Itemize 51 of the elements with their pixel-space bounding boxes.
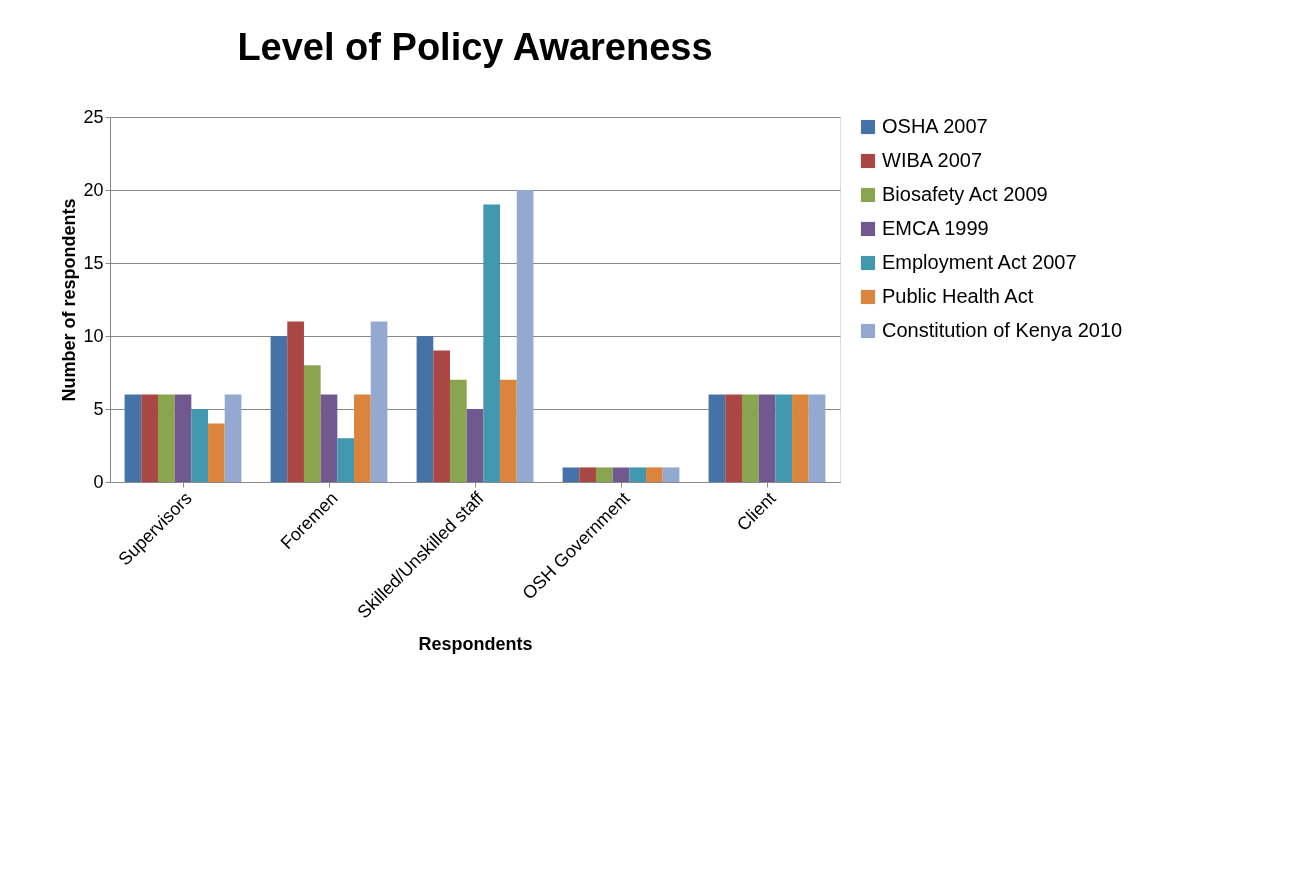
bar xyxy=(483,204,501,482)
bar xyxy=(433,350,450,482)
bar xyxy=(595,467,613,482)
y-tick-label: 15 xyxy=(83,252,104,273)
bar xyxy=(629,467,647,482)
bar xyxy=(500,379,517,482)
bar xyxy=(792,394,809,482)
bar xyxy=(808,394,826,482)
bar xyxy=(337,438,355,482)
bar xyxy=(124,394,142,482)
legend-label: Biosafety Act 2009 xyxy=(882,183,1048,205)
bar xyxy=(579,467,596,482)
y-tick-label: 0 xyxy=(93,471,104,492)
bar xyxy=(174,394,192,482)
bar xyxy=(354,394,371,482)
bar xyxy=(320,394,338,482)
x-axis-title: Respondents xyxy=(418,634,533,655)
bar xyxy=(449,379,467,482)
y-tick-label: 10 xyxy=(83,325,104,346)
bar xyxy=(646,467,663,482)
bar xyxy=(224,394,242,482)
legend-label: Public Health Act xyxy=(882,285,1034,307)
bar xyxy=(758,394,776,482)
bar xyxy=(287,321,304,482)
bar xyxy=(370,321,388,482)
legend-label: WIBA 2007 xyxy=(882,149,983,171)
bar xyxy=(466,409,484,482)
y-axis-title: Number of respondents xyxy=(59,198,80,402)
legend-label: Employment Act 2007 xyxy=(882,251,1077,273)
bar xyxy=(270,336,288,482)
bar xyxy=(516,190,534,482)
legend-label: OSHA 2007 xyxy=(882,115,988,137)
bar xyxy=(157,394,175,482)
y-tick-label: 20 xyxy=(83,179,104,200)
legend-label: EMCA 1999 xyxy=(882,217,989,239)
bar xyxy=(208,423,225,482)
bar xyxy=(741,394,759,482)
bar xyxy=(416,336,434,482)
bar xyxy=(708,394,726,482)
legend-label: Constitution of Kenya 2010 xyxy=(882,319,1123,341)
y-tick-label: 25 xyxy=(83,106,104,127)
bar xyxy=(141,394,158,482)
bar xyxy=(612,467,630,482)
bar xyxy=(725,394,742,482)
bar xyxy=(562,467,580,482)
bar xyxy=(191,409,209,482)
bar xyxy=(662,467,680,482)
y-tick-label: 5 xyxy=(93,398,104,419)
chart-title: Level of Policy Awareness xyxy=(237,26,713,68)
bar xyxy=(303,365,321,482)
bar xyxy=(775,394,793,482)
